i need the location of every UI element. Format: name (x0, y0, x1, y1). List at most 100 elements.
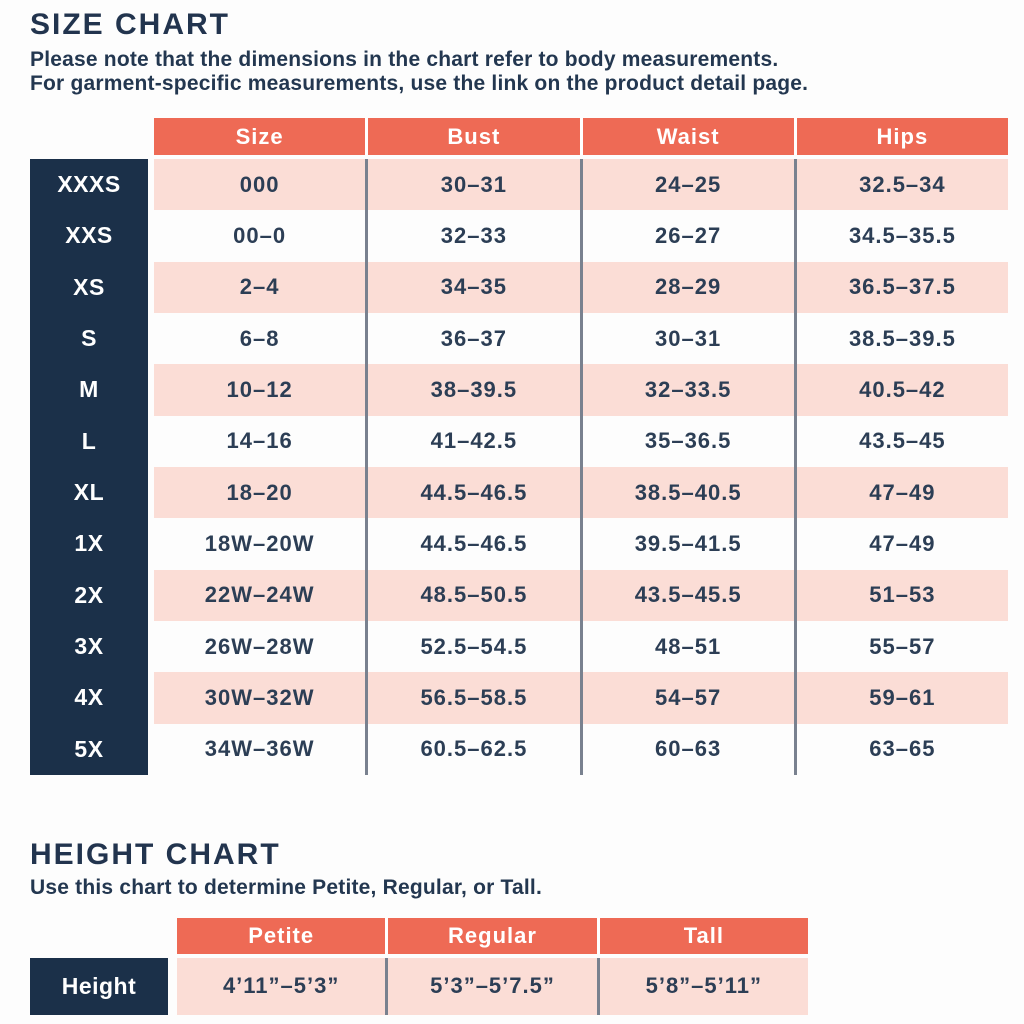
size-value-cell: 10–12 (226, 376, 293, 402)
size-value-cell: 48.5–50.5 (365, 569, 579, 621)
size-value-cell: 48–51 (579, 620, 794, 673)
size-chart-title: SIZE CHART (30, 8, 230, 41)
size-value-cell: 54–57 (579, 672, 794, 724)
row-label-3x: 3X (74, 633, 104, 660)
size-value-cell: 56.5–58.5 (365, 672, 579, 724)
size-value-cell: 55–57 (793, 620, 1008, 673)
height-chart-section: HEIGHT CHART Use this chart to determine… (30, 838, 1008, 1015)
size-value-cell: 28–29 (579, 261, 794, 313)
table-row-xxs: 00–0 32–33 26–27 34.5–35.5 (154, 210, 1008, 262)
size-value-cell: 6–8 (239, 325, 280, 351)
height-chart-header-row: Petite Regular Tall (177, 917, 808, 954)
column-header-bust: Bust (365, 118, 580, 155)
size-chart-subtitle: Please note that the dimensions in the c… (30, 48, 1008, 95)
table-row-1x: 18W–20W 44.5–46.5 39.5–41.5 47–49 (154, 518, 1008, 570)
size-value-cell: 43.5–45 (793, 415, 1008, 467)
row-label-5x: 5X (74, 735, 104, 762)
size-chart-subtitle-line1: Please note that the dimensions in the c… (30, 48, 779, 71)
table-row-5x: 34W–36W 60.5–62.5 60–63 63–65 (154, 723, 1008, 775)
size-value-cell: 47–49 (793, 518, 1008, 570)
size-value-cell: 30–31 (579, 312, 794, 365)
height-chart-subtitle: Use this chart to determine Petite, Regu… (30, 876, 543, 899)
size-chart-header-row: Size Bust Waist Hips (154, 118, 1008, 155)
row-label-m: M (79, 376, 99, 403)
size-value-cell: 34–35 (365, 261, 579, 313)
row-label-xxs: XXS (65, 222, 113, 249)
size-value-cell: 18–20 (226, 479, 293, 505)
size-value-cell: 41–42.5 (365, 415, 579, 467)
size-value-cell: 60–63 (579, 723, 794, 775)
table-row-xxxs: 000 30–31 24–25 32.5–34 (154, 159, 1008, 211)
height-chart-body: Petite Regular Tall 4’11”–5’3” 5’3”–5’7.5” 5… (177, 917, 808, 1015)
size-value-cell: 35–36.5 (579, 415, 794, 467)
size-value-cell: 00–0 (233, 222, 287, 248)
size-value-cell: 30W–32W (204, 684, 315, 710)
column-header-regular: Regular (385, 917, 597, 954)
size-value-cell: 52.5–54.5 (365, 620, 579, 673)
size-value-cell: 51–53 (793, 569, 1008, 621)
table-row-xs: 2–4 34–35 28–29 36.5–37.5 (154, 261, 1008, 313)
size-value-cell: 39.5–41.5 (579, 518, 794, 570)
size-value-cell: 26W–28W (204, 633, 315, 659)
height-value-cell: 4’11”–5’3” (222, 973, 340, 998)
table-row-m: 10–12 38–39.5 32–33.5 40.5–42 (154, 364, 1008, 416)
size-value-cell: 34W–36W (204, 736, 315, 762)
size-value-cell: 38.5–39.5 (793, 312, 1008, 365)
column-header-petite: Petite (177, 917, 386, 954)
size-value-cell: 38.5–40.5 (579, 466, 794, 519)
size-value-cell: 32–33 (365, 210, 579, 262)
row-label-l: L (81, 427, 97, 454)
row-label-1x: 1X (74, 530, 104, 557)
row-label-4x: 4X (74, 684, 104, 711)
table-row-2x: 22W–24W 48.5–50.5 43.5–45.5 51–53 (154, 569, 1008, 621)
table-row-l: 14–16 41–42.5 35–36.5 43.5–45 (154, 415, 1008, 467)
size-value-cell: 26–27 (579, 210, 794, 262)
height-chart-table: Height Petite Regular Tall 4’11”–5’3” 5’3”–… (30, 917, 808, 1015)
size-value-cell: 14–16 (226, 428, 293, 454)
size-value-cell: 63–65 (793, 723, 1008, 775)
row-label-xl: XL (73, 479, 105, 506)
size-value-cell: 36–37 (365, 312, 579, 365)
size-value-cell: 2–4 (239, 274, 280, 300)
height-value-cell: 5’8”–5’11” (596, 957, 808, 1015)
size-chart-table: XXXS XXS XS S M L XL 1X 2X 3X 4X 5X Size Bust Waist Hi… (30, 118, 1008, 775)
size-chart-row-label-column: XXXS XXS XS S M L XL 1X 2X 3X 4X 5X (30, 159, 148, 775)
table-row-3x: 26W–28W 52.5–54.5 48–51 55–57 (154, 620, 1008, 673)
size-value-cell: 32.5–34 (793, 159, 1008, 211)
size-value-cell: 43.5–45.5 (579, 569, 794, 621)
size-value-cell: 22W–24W (204, 582, 315, 608)
table-row-xl: 18–20 44.5–46.5 38.5–40.5 47–49 (154, 466, 1008, 519)
table-row-s: 6–8 36–37 30–31 38.5–39.5 (154, 312, 1008, 365)
size-value-cell: 59–61 (793, 672, 1008, 724)
height-chart-row-label-column: Height (30, 957, 168, 1015)
table-row-4x: 30W–32W 56.5–58.5 54–57 59–61 (154, 672, 1008, 724)
size-value-cell: 18W–20W (204, 530, 315, 556)
row-label-height: Height (61, 972, 137, 999)
column-header-hips: Hips (793, 118, 1008, 155)
row-label-xxxs: XXXS (57, 171, 121, 198)
size-value-cell: 36.5–37.5 (793, 261, 1008, 313)
size-chart-rows: 000 30–31 24–25 32.5–34 00–0 32–33 26–27 34.5–3… (154, 159, 1008, 775)
size-value-cell: 47–49 (793, 466, 1008, 519)
size-value-cell: 30–31 (365, 159, 579, 211)
size-value-cell: 24–25 (579, 159, 794, 211)
row-label-s: S (81, 325, 97, 352)
size-value-cell: 34.5–35.5 (793, 210, 1008, 262)
column-header-tall: Tall (596, 917, 808, 954)
size-value-cell: 000 (239, 171, 280, 197)
size-chart-subtitle-line2: For garment-specific measurements, use t… (30, 71, 809, 95)
height-chart-title: HEIGHT CHART (30, 838, 281, 871)
size-value-cell: 40.5–42 (793, 364, 1008, 416)
size-chart-body: Size Bust Waist Hips 000 30–31 24–25 32.5–34 00… (154, 118, 1008, 775)
column-header-size: Size (154, 118, 366, 155)
size-value-cell: 44.5–46.5 (365, 466, 579, 519)
size-value-cell: 60.5–62.5 (365, 723, 579, 775)
size-value-cell: 32–33.5 (579, 364, 794, 416)
row-label-xs: XS (73, 273, 105, 300)
size-value-cell: 44.5–46.5 (365, 518, 579, 570)
column-header-waist: Waist (579, 118, 794, 155)
size-value-cell: 38–39.5 (365, 364, 579, 416)
size-chart-section: SIZE CHART Please note that the dimensio… (30, 8, 1008, 775)
height-chart-values-row: 4’11”–5’3” 5’3”–5’7.5” 5’8”–5’11” (177, 957, 808, 1015)
